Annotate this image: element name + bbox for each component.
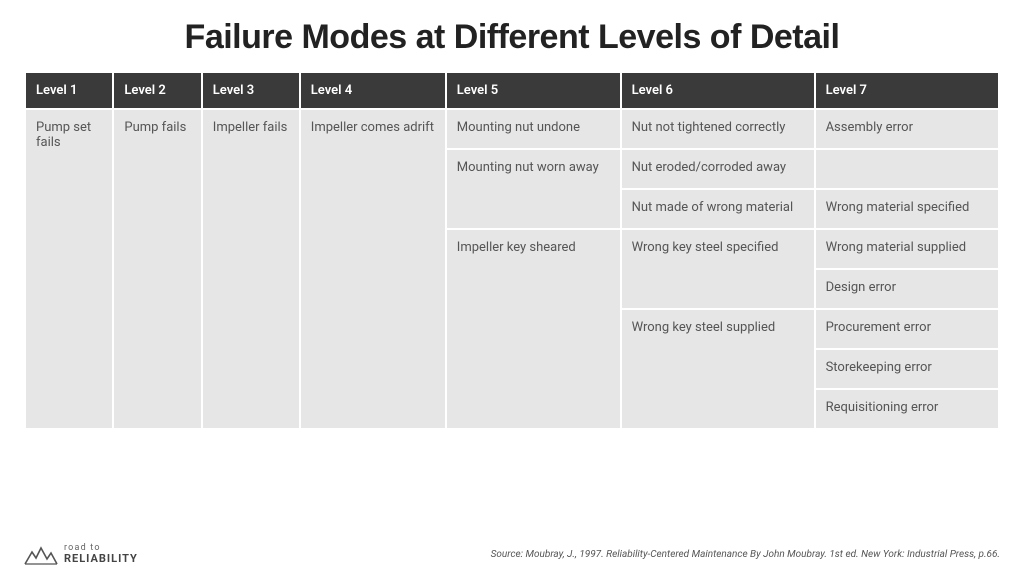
- cell-l7: Wrong material supplied: [816, 230, 998, 268]
- cell-l6: Nut eroded/corroded away: [622, 150, 814, 188]
- cell-l6: Wrong key steel specified: [622, 230, 814, 308]
- col-header: Level 3: [203, 73, 299, 108]
- table-container: Level 1 Level 2 Level 3 Level 4 Level 5 …: [0, 71, 1024, 430]
- cell-l6: Wrong key steel supplied: [622, 310, 814, 428]
- col-header: Level 7: [816, 73, 998, 108]
- cell-l7: [816, 150, 998, 188]
- cell-l6: Nut made of wrong material: [622, 190, 814, 228]
- mountain-icon: [24, 545, 58, 565]
- cell-l7: Wrong material specified: [816, 190, 998, 228]
- logo-brand: RELIABILITY: [64, 553, 138, 565]
- logo-text: road to RELIABILITY: [64, 544, 138, 565]
- cell-l6: Nut not tightened correctly: [622, 110, 814, 148]
- cell-l7: Assembly error: [816, 110, 998, 148]
- col-header: Level 4: [301, 73, 445, 108]
- failure-modes-table: Level 1 Level 2 Level 3 Level 4 Level 5 …: [24, 71, 1000, 430]
- cell-l2: Pump fails: [114, 110, 200, 428]
- cell-l5: Mounting nut worn away: [447, 150, 620, 228]
- cell-l7: Storekeeping error: [816, 350, 998, 388]
- logo: road to RELIABILITY: [24, 544, 138, 565]
- cell-l7: Requisitioning error: [816, 390, 998, 428]
- source-citation: Source: Moubray, J., 1997. Reliability-C…: [491, 549, 1000, 560]
- table-row: Pump set fails Pump fails Impeller fails…: [26, 110, 998, 148]
- cell-l3: Impeller fails: [203, 110, 299, 428]
- col-header: Level 2: [114, 73, 200, 108]
- cell-l7: Design error: [816, 270, 998, 308]
- col-header: Level 1: [26, 73, 112, 108]
- cell-l1: Pump set fails: [26, 110, 112, 428]
- table-header-row: Level 1 Level 2 Level 3 Level 4 Level 5 …: [26, 73, 998, 108]
- col-header: Level 5: [447, 73, 620, 108]
- cell-l4: Impeller comes adrift: [301, 110, 445, 428]
- footer: road to RELIABILITY Source: Moubray, J.,…: [0, 544, 1024, 565]
- cell-l7: Procurement error: [816, 310, 998, 348]
- cell-l5: Impeller key sheared: [447, 230, 620, 428]
- cell-l5: Mounting nut undone: [447, 110, 620, 148]
- col-header: Level 6: [622, 73, 814, 108]
- page-title: Failure Modes at Different Levels of Det…: [0, 0, 1024, 71]
